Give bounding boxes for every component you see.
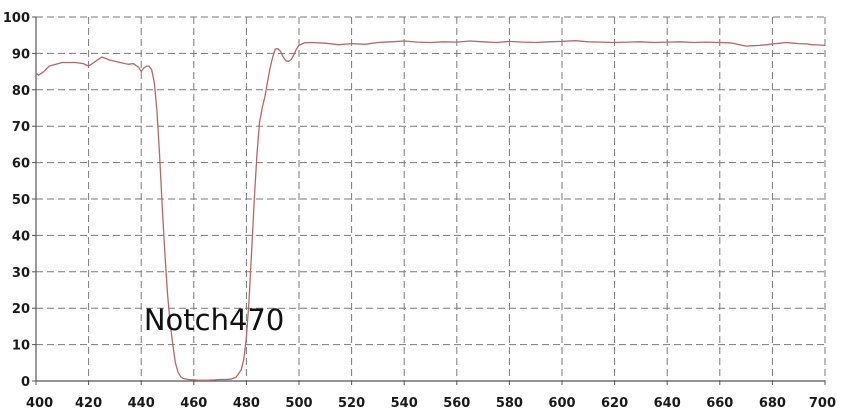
y-tick-label: 50 xyxy=(12,193,30,208)
x-tick-label: 620 xyxy=(601,396,628,411)
y-tick-label: 80 xyxy=(12,84,30,99)
y-tick-label: 90 xyxy=(12,47,30,62)
x-tick-label: 400 xyxy=(26,396,53,411)
x-tick-label: 580 xyxy=(496,396,523,411)
x-tick-label: 540 xyxy=(391,396,418,411)
y-tick-label: 0 xyxy=(21,375,30,390)
y-tick-label: 70 xyxy=(12,120,30,135)
x-tick-label: 600 xyxy=(548,396,575,411)
x-tick-label: 420 xyxy=(75,396,102,411)
y-tick-label: 40 xyxy=(12,229,30,244)
x-tick-label: 440 xyxy=(128,396,155,411)
tick-label-layer: 0 10 20 30 40 50 60 70 80 90 100 400 420 440 460 480 500… xyxy=(3,11,836,411)
y-tick-label: 100 xyxy=(3,11,30,26)
x-tick-label: 480 xyxy=(233,396,260,411)
y-tick-label: 10 xyxy=(12,339,30,354)
x-tick-label: 500 xyxy=(285,396,312,411)
y-tick-label: 20 xyxy=(12,302,30,317)
axis-layer xyxy=(32,16,826,385)
x-tick-label: 560 xyxy=(443,396,470,411)
y-tick-label: 30 xyxy=(12,266,30,281)
y-tick-label: 60 xyxy=(12,157,30,172)
annotation-label: Notch470 xyxy=(144,303,284,337)
x-tick-label: 520 xyxy=(338,396,365,411)
x-tick-label: 460 xyxy=(180,396,207,411)
grid-layer xyxy=(36,16,826,381)
series-layer xyxy=(35,40,826,381)
series-line xyxy=(35,40,826,381)
x-tick-label: 640 xyxy=(654,396,681,411)
x-tick-label: 680 xyxy=(759,396,786,411)
x-tick-label: 700 xyxy=(809,396,836,411)
x-tick-label: 660 xyxy=(706,396,733,411)
